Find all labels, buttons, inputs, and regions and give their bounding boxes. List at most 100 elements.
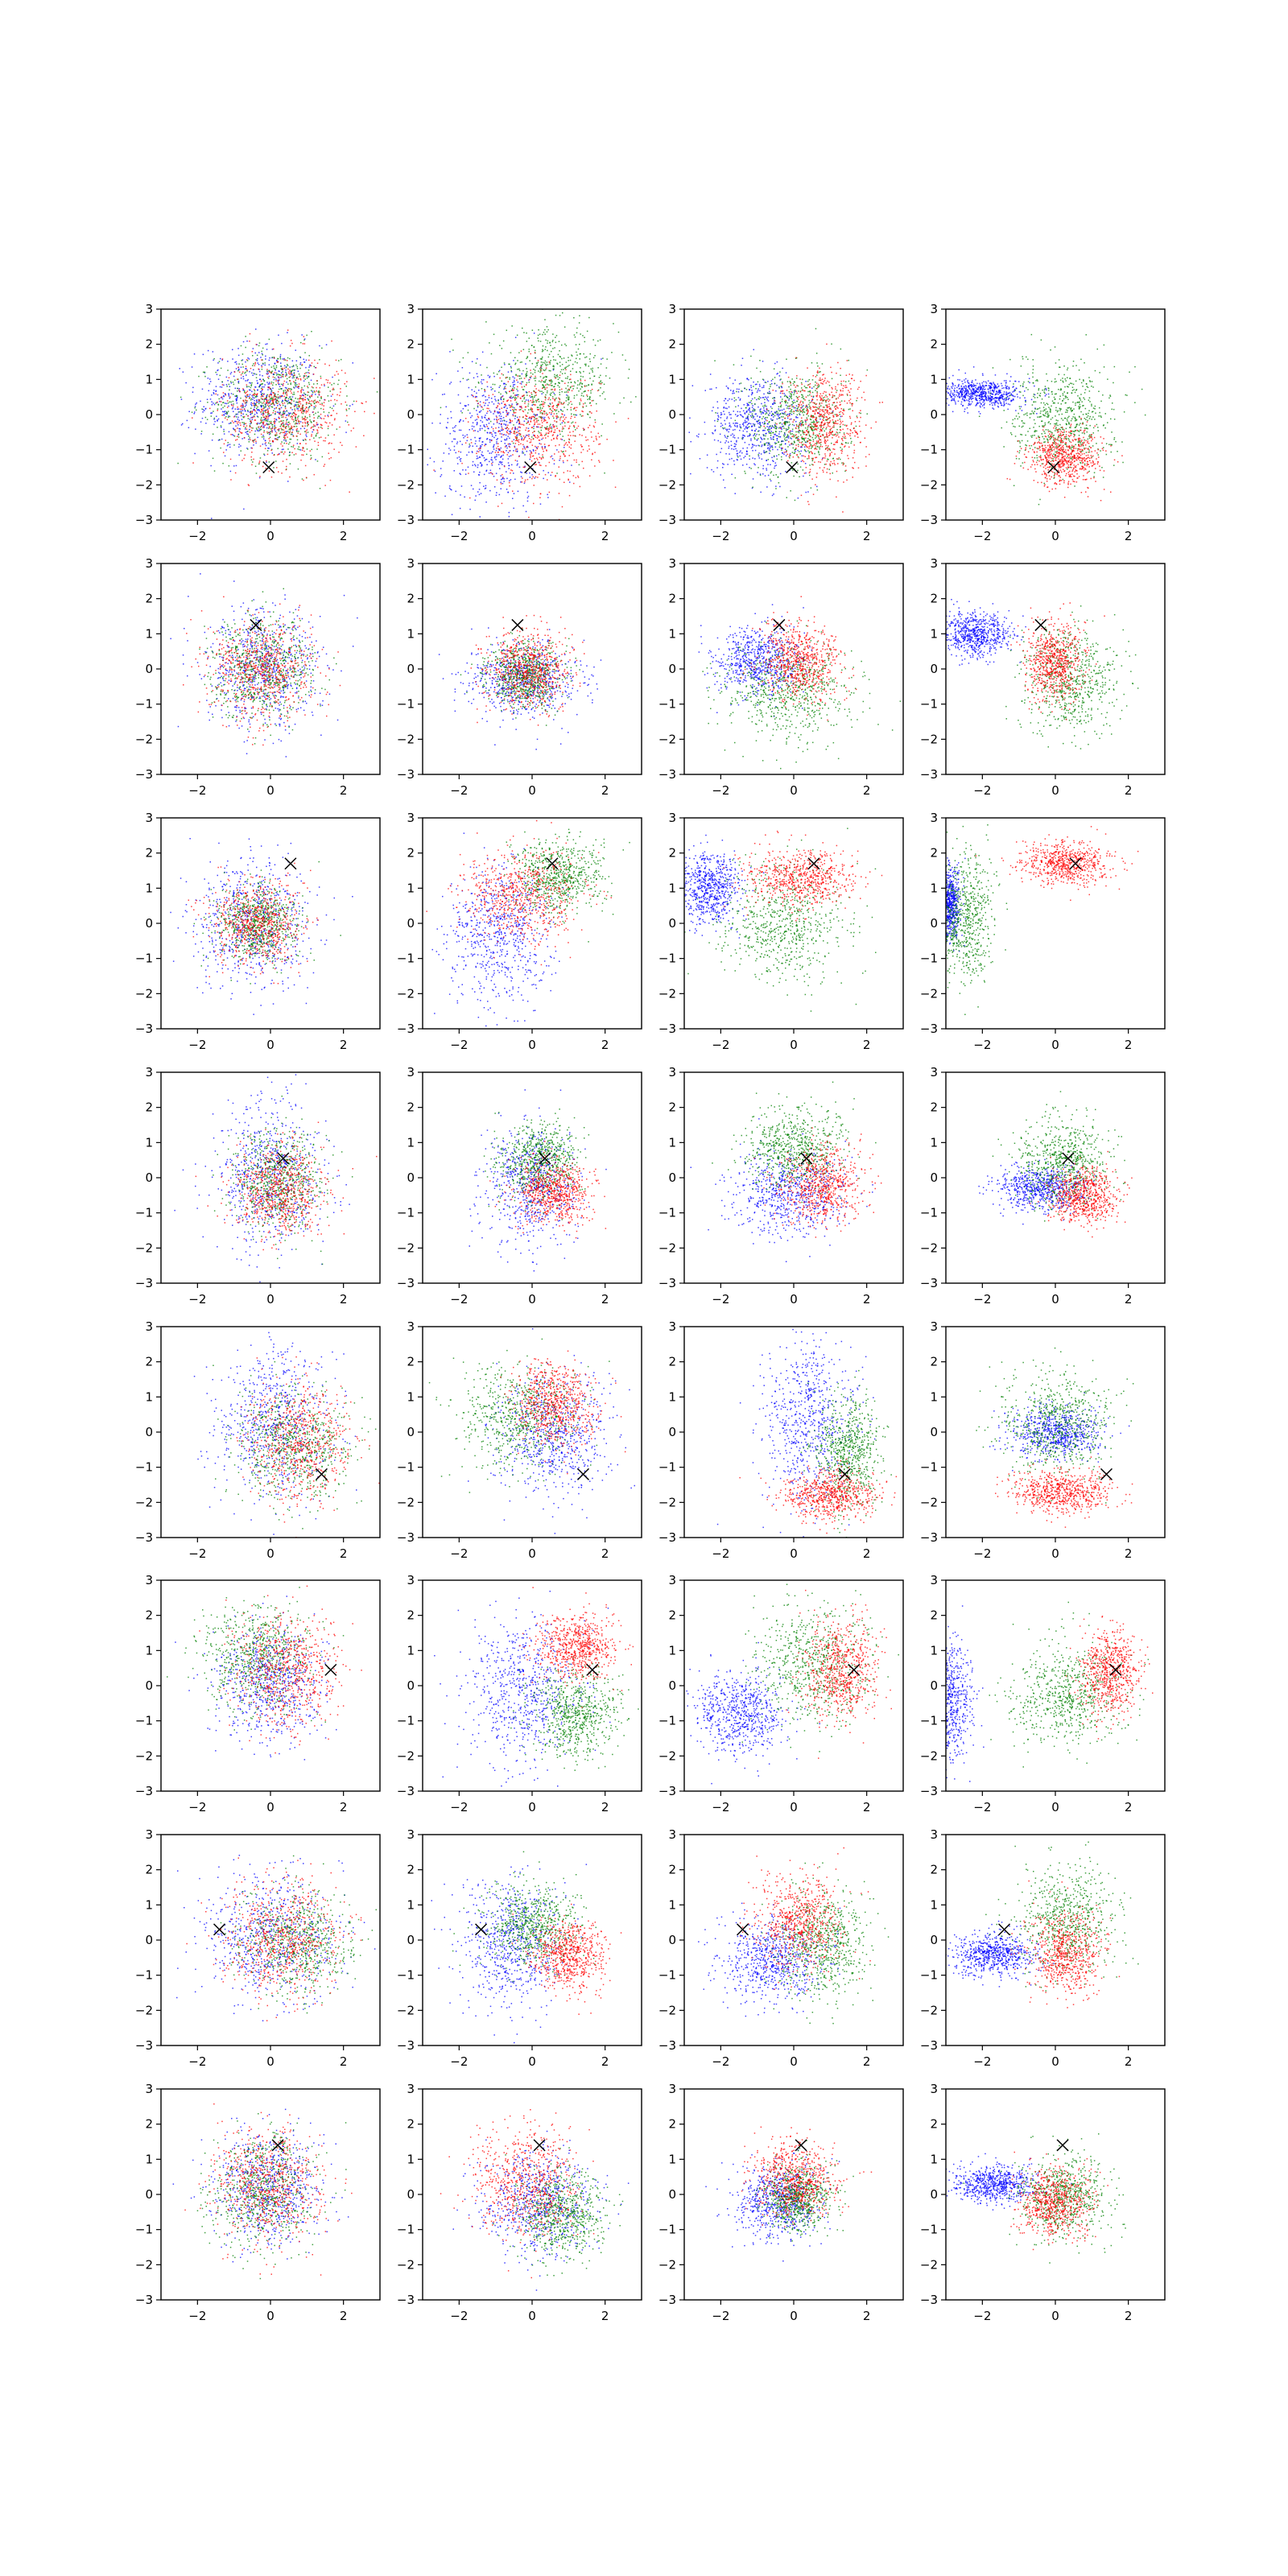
scatter-point — [202, 411, 204, 413]
scatter-point — [499, 461, 501, 463]
scatter-point — [588, 398, 590, 399]
scatter-point — [346, 386, 348, 387]
scatter-point — [550, 424, 551, 426]
scatter-point — [237, 379, 238, 381]
scatter-point — [569, 481, 571, 483]
scatter-point — [567, 460, 568, 461]
scatter-point — [469, 413, 471, 415]
scatter-point — [529, 337, 530, 339]
scatter-point — [266, 395, 268, 397]
scatter-point — [515, 448, 517, 450]
scatter-point — [559, 418, 561, 419]
scatter-point — [262, 411, 264, 413]
scatter-point — [507, 454, 509, 456]
scatter-point — [582, 461, 584, 463]
scatter-point — [480, 404, 481, 406]
scatter-point — [318, 442, 320, 444]
scatter-point — [502, 402, 503, 404]
scatter-point — [741, 459, 742, 460]
scatter-point — [559, 356, 561, 357]
scatter-point — [531, 478, 533, 480]
scatter-point — [565, 378, 567, 379]
scatter-point — [559, 430, 560, 431]
scatter-point — [481, 428, 483, 430]
scatter-point — [232, 349, 233, 351]
scatter-point — [766, 426, 768, 427]
scatter-point — [775, 462, 777, 464]
scatter-point — [840, 349, 842, 350]
scatter-point — [578, 426, 580, 427]
scatter-point — [724, 400, 725, 402]
scatter-point — [265, 407, 266, 408]
scatter-point — [226, 403, 228, 405]
scatter-point — [502, 396, 503, 398]
scatter-point — [265, 440, 266, 442]
scatter-point — [584, 364, 586, 365]
scatter-point — [800, 466, 802, 468]
scatter-point — [799, 432, 800, 434]
scatter-point — [292, 416, 294, 418]
scatter-point — [308, 410, 310, 411]
scatter-point — [270, 428, 272, 430]
scatter-point — [507, 492, 509, 493]
scatter-point — [758, 456, 760, 457]
scatter-point — [816, 444, 818, 445]
scatter-point — [526, 416, 528, 418]
scatter-point — [263, 407, 265, 408]
scatter-point — [521, 407, 522, 409]
scatter-point — [287, 394, 288, 395]
scatter-point — [290, 463, 291, 464]
scatter-point — [515, 443, 517, 444]
scatter-point — [768, 400, 770, 402]
scatter-point — [294, 394, 295, 395]
scatter-point — [548, 429, 550, 431]
scatter-point — [512, 414, 514, 415]
scatter-point — [460, 494, 461, 496]
scatter-point — [210, 381, 212, 382]
scatter-point — [333, 410, 335, 411]
scatter-point — [180, 397, 182, 398]
scatter-point — [535, 415, 537, 416]
scatter-point — [744, 404, 745, 406]
scatter-point — [213, 360, 214, 361]
scatter-point — [584, 341, 586, 343]
scatter-point — [293, 377, 295, 378]
scatter-point — [303, 405, 304, 407]
y-tick-label: −1 — [397, 443, 415, 457]
scatter-point — [514, 364, 516, 365]
scatter-point — [817, 365, 819, 367]
scatter-point — [181, 398, 183, 400]
scatter-point — [452, 349, 454, 351]
scatter-point — [767, 399, 769, 401]
scatter-point — [233, 394, 234, 395]
scatter-point — [468, 473, 469, 474]
scatter-point — [753, 435, 754, 436]
scatter-point — [743, 437, 745, 439]
scatter-point — [270, 371, 271, 373]
scatter-point — [452, 514, 453, 516]
scatter-point — [290, 407, 291, 409]
scatter-point — [482, 352, 484, 353]
scatter-point — [540, 370, 542, 372]
scatter-point — [281, 417, 283, 419]
scatter-point — [250, 382, 252, 384]
scatter-point — [262, 436, 263, 438]
scatter-point — [529, 391, 530, 393]
scatter-point — [320, 391, 321, 393]
scatter-point — [313, 408, 315, 410]
scatter-point — [580, 382, 581, 384]
scatter-point — [589, 475, 591, 477]
scatter-point — [267, 419, 269, 421]
scatter-point — [562, 428, 564, 430]
scatter-point — [469, 452, 470, 453]
scatter-point — [207, 419, 208, 420]
scatter-point — [769, 443, 770, 444]
scatter-point — [583, 395, 584, 397]
scatter-point — [534, 416, 535, 418]
scatter-point — [473, 378, 475, 379]
scatter-point — [731, 448, 733, 450]
scatter-point — [489, 490, 491, 492]
scatter-point — [738, 405, 740, 407]
scatter-point — [331, 395, 332, 397]
scatter-point — [518, 442, 520, 444]
